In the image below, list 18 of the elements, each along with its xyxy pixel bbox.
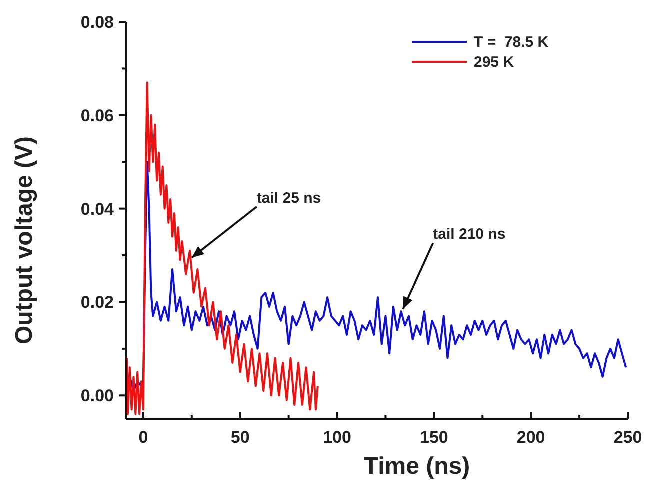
x-tick-label: 0	[138, 428, 148, 447]
legend-label: T = 78.5 K	[474, 34, 549, 51]
annotation: tail 210 ns	[433, 226, 506, 244]
y-tick-label: 0.04	[80, 200, 115, 219]
line-series	[126, 82, 319, 416]
x-tick-label: 150	[420, 428, 448, 447]
x-axis-title: Time (ns)	[364, 453, 470, 480]
x-tick-label: 100	[323, 428, 352, 447]
y-tick-label: 0.08	[80, 13, 114, 32]
y-tick-label: 0.02	[80, 293, 114, 312]
legend-label: 295 K	[474, 54, 514, 71]
y-tick-label: 0.00	[80, 386, 114, 406]
x-tick-label: 250	[614, 428, 642, 447]
x-tick-label: 50	[230, 428, 250, 447]
annotation: tail 25 ns	[256, 190, 322, 207]
x-tick-label: 200	[516, 428, 546, 447]
y-tick-label: 0.06	[80, 106, 114, 126]
y-axis-title: Output voltage (V)	[11, 136, 38, 344]
